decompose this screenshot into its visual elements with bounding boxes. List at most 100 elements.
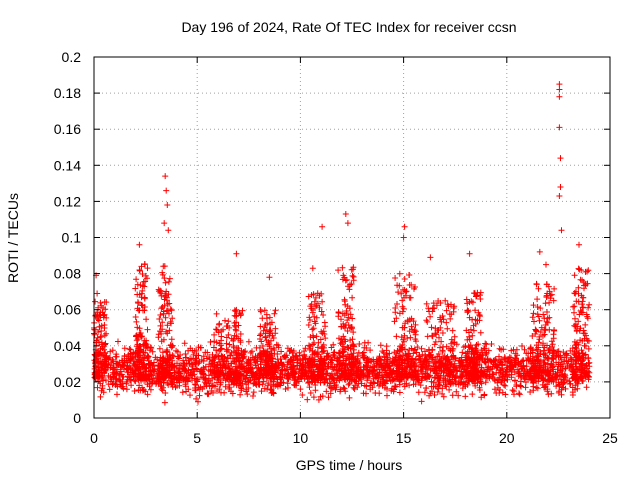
data-point xyxy=(156,345,163,352)
data-point xyxy=(158,368,165,375)
data-point xyxy=(278,348,285,355)
data-point xyxy=(133,361,139,368)
data-point xyxy=(204,349,211,356)
data-point xyxy=(557,367,564,374)
data-point xyxy=(444,366,451,372)
data-point xyxy=(360,364,367,370)
data-point xyxy=(472,345,479,352)
data-point xyxy=(336,335,342,342)
data-point xyxy=(143,343,150,350)
data-point xyxy=(309,341,316,348)
data-point xyxy=(508,374,515,381)
data-point xyxy=(267,358,274,365)
data-point xyxy=(470,364,476,371)
data-point xyxy=(493,390,500,396)
data-point xyxy=(382,367,389,374)
data-point xyxy=(323,370,330,377)
data-point-notable xyxy=(556,86,563,93)
data-point xyxy=(141,304,148,310)
data-point xyxy=(573,298,580,305)
data-point xyxy=(436,334,442,341)
data-point xyxy=(231,359,238,366)
data-point xyxy=(131,358,138,365)
data-point xyxy=(412,321,419,328)
data-point xyxy=(535,363,542,370)
data-point xyxy=(406,282,413,288)
data-point xyxy=(92,312,99,319)
data-point xyxy=(499,362,506,369)
data-point xyxy=(507,365,514,372)
data-point xyxy=(274,356,281,363)
data-point xyxy=(478,394,485,401)
data-point xyxy=(392,275,399,281)
data-point xyxy=(469,344,476,351)
data-point xyxy=(226,341,233,348)
data-point xyxy=(578,361,585,368)
data-point xyxy=(431,305,438,312)
data-point xyxy=(391,386,398,393)
data-point xyxy=(107,348,114,355)
data-point xyxy=(571,309,577,316)
data-point xyxy=(538,375,545,382)
data-point xyxy=(582,321,589,328)
data-points xyxy=(91,81,593,406)
data-point xyxy=(469,332,476,339)
data-point xyxy=(94,316,101,323)
data-point xyxy=(167,306,174,313)
data-point xyxy=(351,386,358,392)
data-point xyxy=(586,363,593,370)
data-point xyxy=(451,339,458,346)
data-point xyxy=(566,378,573,385)
data-point xyxy=(581,373,588,380)
data-point xyxy=(562,365,569,372)
data-point xyxy=(313,314,320,321)
data-point xyxy=(556,383,563,390)
data-point xyxy=(294,362,301,369)
data-point xyxy=(469,299,476,306)
data-point xyxy=(570,303,577,310)
data-point xyxy=(169,315,176,322)
data-point xyxy=(259,315,266,322)
data-point xyxy=(166,300,173,307)
data-point xyxy=(277,375,284,382)
data-point xyxy=(158,330,165,337)
data-point xyxy=(391,358,398,365)
data-point xyxy=(140,349,147,356)
data-point xyxy=(338,316,344,323)
data-point xyxy=(344,328,351,334)
data-point xyxy=(534,296,541,303)
data-point xyxy=(153,381,159,387)
data-point xyxy=(279,371,286,378)
data-point xyxy=(245,379,251,386)
data-point xyxy=(348,281,355,287)
data-point xyxy=(230,374,237,381)
data-point xyxy=(440,316,447,323)
data-point xyxy=(473,342,480,348)
data-point xyxy=(529,333,536,339)
data-point xyxy=(463,375,470,382)
data-point xyxy=(251,380,258,386)
data-point-notable xyxy=(164,202,171,208)
data-point xyxy=(363,383,370,390)
x-axis-label: GPS time / hours xyxy=(296,457,403,473)
data-point xyxy=(342,364,349,371)
data-point xyxy=(132,370,139,377)
data-point-notable xyxy=(165,227,172,234)
data-point xyxy=(225,318,232,325)
data-point xyxy=(349,315,356,322)
data-point xyxy=(159,319,166,326)
data-point xyxy=(123,386,130,393)
data-point xyxy=(114,391,120,398)
data-point xyxy=(223,340,230,347)
data-point xyxy=(218,328,225,335)
data-point xyxy=(128,355,135,362)
data-point xyxy=(110,364,116,371)
data-point xyxy=(459,349,466,356)
data-point xyxy=(548,378,555,385)
data-point xyxy=(432,374,439,381)
data-point xyxy=(233,333,240,340)
data-point xyxy=(411,327,418,334)
data-point xyxy=(369,384,376,391)
data-point xyxy=(258,366,265,373)
data-point xyxy=(268,337,274,344)
